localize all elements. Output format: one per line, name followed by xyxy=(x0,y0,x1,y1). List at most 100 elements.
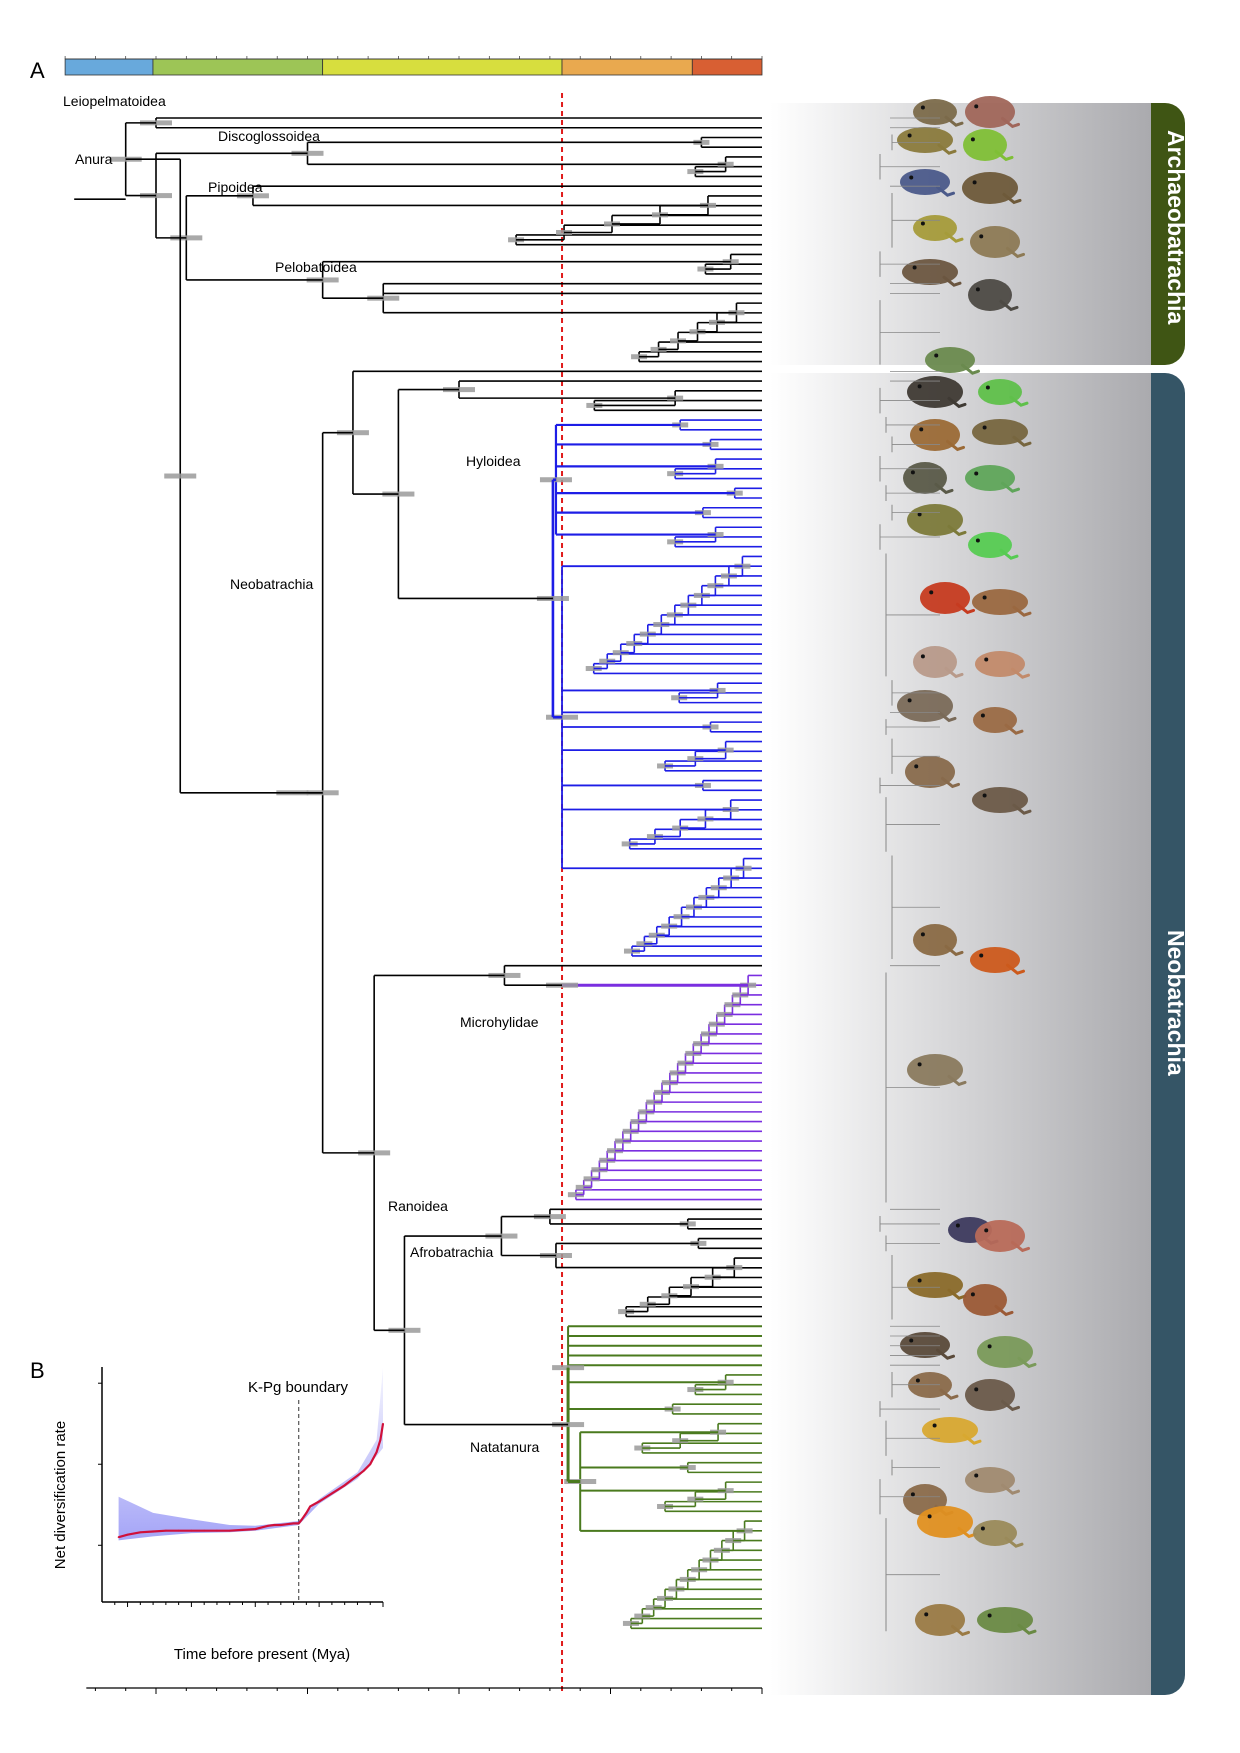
frog-eye xyxy=(979,953,984,958)
frog-leg xyxy=(939,1388,959,1400)
frog-leg xyxy=(1012,435,1032,447)
frog-leg xyxy=(1001,1483,1020,1495)
frog-eye xyxy=(927,1514,932,1519)
clade-label-pipoidea: Pipoidea xyxy=(208,179,263,195)
rate-data-point xyxy=(337,1488,340,1491)
rate-data-point xyxy=(126,1533,129,1536)
frog-leg xyxy=(961,363,980,375)
period-jurassic xyxy=(152,58,324,76)
frog-leg xyxy=(1012,605,1032,617)
rate-data-point xyxy=(279,1524,282,1526)
kpg-annotation: K-Pg boundary xyxy=(248,1379,349,1396)
frog-leg xyxy=(944,231,964,243)
frog-leg xyxy=(947,524,967,537)
frog-eye xyxy=(914,764,919,769)
diversification-rate-chart: K-Pg boundary Net diversification rate T… xyxy=(52,1367,385,1663)
frog-leg xyxy=(947,1074,967,1087)
frog-eye xyxy=(974,104,979,109)
frog-eye xyxy=(974,1387,979,1392)
rate-data-point xyxy=(117,1536,120,1539)
rate-data-point xyxy=(292,1522,295,1525)
period-cretaceous xyxy=(322,58,563,76)
frog-eye xyxy=(980,713,985,718)
frog-eye xyxy=(917,512,922,517)
frog-eye xyxy=(955,1223,960,1228)
rate-data-point xyxy=(324,1496,327,1499)
frog-eye xyxy=(910,470,915,475)
clade-label-anura: Anura xyxy=(75,151,113,167)
rate-data-point xyxy=(382,1422,384,1425)
rate-data-point xyxy=(300,1519,303,1522)
clade-labels: Leiopelmatoidea Anura Discoglossoidea Pi… xyxy=(63,93,539,1455)
rate-data-point xyxy=(177,1529,180,1532)
frog-leg xyxy=(1002,192,1022,205)
frog-leg xyxy=(999,548,1019,560)
rate-data-point xyxy=(331,1492,333,1495)
frog-leg xyxy=(944,666,964,679)
frog-leg xyxy=(957,1526,977,1539)
clade-label-neobatrachia: Neobatrachia xyxy=(230,576,313,592)
confidence-interval-bar xyxy=(236,193,269,199)
frog-leg xyxy=(937,710,957,723)
frog-eye xyxy=(909,175,914,180)
rate-data-point xyxy=(369,1463,372,1466)
frog-leg xyxy=(1011,1240,1030,1253)
clade-label-hyloidea: Hyloidea xyxy=(466,453,521,469)
frog-eye xyxy=(974,1473,979,1478)
frog-eye xyxy=(984,657,989,662)
taxon-labels xyxy=(879,117,940,1632)
frog-leg xyxy=(1004,723,1024,735)
rate-data-point xyxy=(216,1529,218,1532)
period-paleogene xyxy=(561,58,693,76)
frog-eye xyxy=(970,137,975,142)
frog-leg xyxy=(999,299,1019,312)
frog-eye xyxy=(909,1338,914,1343)
rate-data-point xyxy=(152,1530,154,1533)
panel-a-label: A xyxy=(30,58,45,83)
frog-eye xyxy=(979,234,984,239)
rate-data-point xyxy=(343,1484,346,1487)
rate-data-point xyxy=(379,1439,382,1441)
frog-eye xyxy=(975,287,980,292)
frog-eye xyxy=(985,385,990,390)
bottom-time-axis xyxy=(86,1687,763,1694)
frog-eye xyxy=(932,1423,937,1428)
archaeo-background xyxy=(770,103,1156,365)
neobatrachia-group-label: Neobatrachia xyxy=(1163,930,1189,1076)
panel-b-label: B xyxy=(30,1358,45,1383)
frog-leg xyxy=(994,149,1014,162)
frog-eye xyxy=(920,105,925,110)
geologic-timescale xyxy=(64,56,763,76)
frog-eye xyxy=(972,180,977,185)
frog-leg xyxy=(941,776,960,789)
frog-leg xyxy=(1006,246,1025,259)
frog-leg xyxy=(1001,116,1020,129)
period-triassic xyxy=(64,58,154,76)
frog-leg xyxy=(934,482,954,495)
frog-leg xyxy=(1001,1399,1020,1412)
frog-leg xyxy=(1017,1623,1037,1635)
rate-series-line xyxy=(118,1423,385,1539)
rate-data-point xyxy=(356,1474,359,1477)
rate-data-point xyxy=(228,1529,231,1532)
rate-data-point xyxy=(241,1528,244,1531)
clade-label-ranoidea: Ranoidea xyxy=(388,1198,448,1214)
frog-leg xyxy=(947,1288,967,1300)
frog-eye xyxy=(920,654,925,659)
y-axis-label: Net diversification rate xyxy=(52,1421,69,1569)
neobatrachia-bar: Neobatrachia xyxy=(1151,373,1189,1695)
frog-eye xyxy=(982,793,987,798)
frog-leg xyxy=(956,602,975,615)
frog-eye xyxy=(982,425,987,430)
frog-leg xyxy=(994,1304,1014,1317)
frog-leg xyxy=(936,1348,955,1360)
frog-eye xyxy=(912,265,917,270)
frog-leg xyxy=(944,115,964,127)
frog-eye xyxy=(934,353,939,358)
clade-label-discoglossoidea: Discoglossoidea xyxy=(218,128,320,144)
frog-photos xyxy=(897,96,1037,1637)
frog-eye xyxy=(987,1344,992,1349)
frog-eye xyxy=(982,595,987,600)
frog-leg xyxy=(947,396,967,409)
